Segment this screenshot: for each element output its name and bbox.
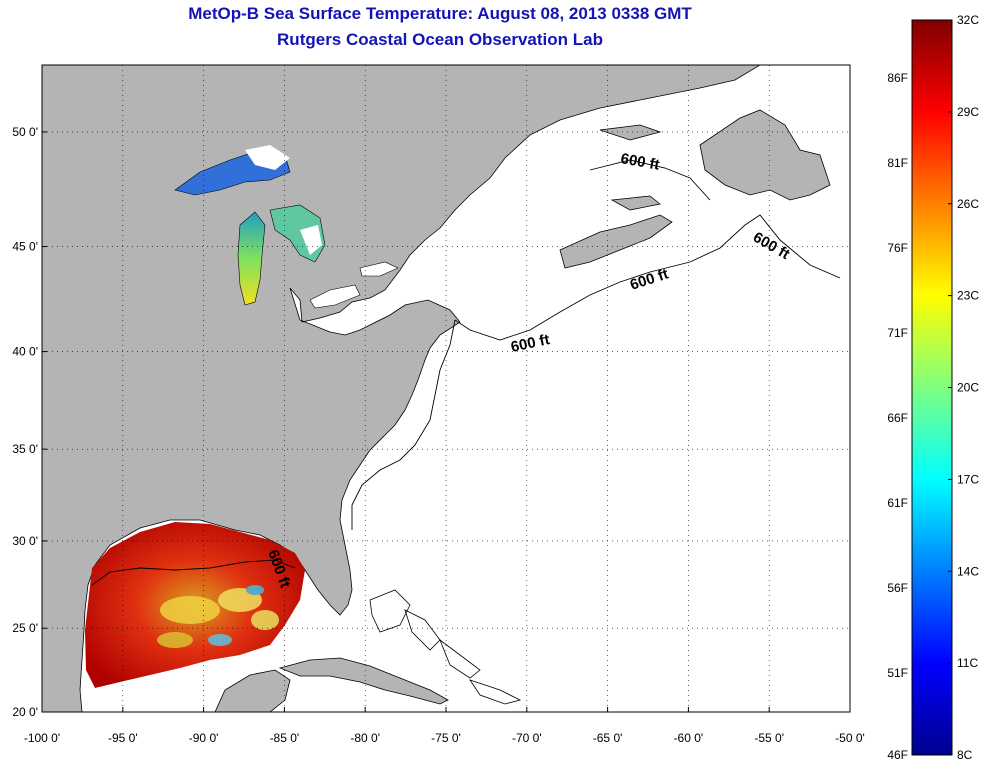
longitude-labels: -100 0' -95 0' -90 0' -85 0' -80 0' -75 0' -70… <box>24 731 865 745</box>
latitude-tick-label: 40 0' <box>12 345 38 359</box>
colorbar-fahrenheit-label: 51F <box>887 666 908 680</box>
lake-ontario <box>359 261 399 277</box>
colorbar-fahrenheit-label: 81F <box>887 156 908 170</box>
longitude-tick-label: -50 0' <box>835 731 865 745</box>
isobath-label-1: 600 ft <box>619 150 661 174</box>
colorbar-celsius-label: 23C <box>957 289 979 303</box>
latitude-tick-label: 30 0' <box>12 534 38 548</box>
longitude-tick-label: -95 0' <box>108 731 138 745</box>
colorbar-celsius-label: 17C <box>957 472 979 486</box>
latitude-labels: 50 0' 45 0' 40 0' 35 0' 30 0' 25 0' 20 0' <box>12 125 38 719</box>
colorbar-celsius-label: 8C <box>957 748 973 762</box>
lake-erie <box>309 284 361 309</box>
longitude-tick-label: -75 0' <box>431 731 461 745</box>
lake-michigan <box>237 211 266 306</box>
isobath-600ft <box>91 159 841 586</box>
longitude-tick-label: -65 0' <box>593 731 623 745</box>
colorbar-fahrenheit-label: 61F <box>887 496 908 510</box>
colorbar-fahrenheit-label: 66F <box>887 411 908 425</box>
longitude-tick-label: -80 0' <box>350 731 380 745</box>
longitude-tick-label: -85 0' <box>270 731 300 745</box>
colorbar-celsius-label: 32C <box>957 13 979 27</box>
latitude-tick-label: 20 0' <box>12 705 38 719</box>
map-frame <box>41 64 851 713</box>
longitude-tick-label: -90 0' <box>189 731 219 745</box>
colorbar-fahrenheit-label: 56F <box>887 581 908 595</box>
latitude-tick-label: 25 0' <box>12 621 38 635</box>
colorbar-labels: 32C 29C 26C 23C 20C 17C 14C 11C 8C 86F 81F 76F 71F 66… <box>887 13 979 762</box>
colorbar-fahrenheit-label: 76F <box>887 241 908 255</box>
colorbar-celsius-label: 20C <box>957 381 979 395</box>
latitude-tick-label: 35 0' <box>12 442 38 456</box>
colorbar-fahrenheit-label: 46F <box>887 748 908 762</box>
map-title: MetOp-B Sea Surface Temperature: August … <box>188 4 692 23</box>
latitude-tick-label: 50 0' <box>12 125 38 139</box>
lake-huron-cloud <box>300 225 322 255</box>
colorbar <box>911 19 953 756</box>
gulf-sst-patches <box>157 585 279 648</box>
colorbar-celsius-label: 14C <box>957 564 979 578</box>
map-subtitle: Rutgers Coastal Ocean Observation Lab <box>277 30 603 49</box>
lake-superior-cloud <box>245 145 290 170</box>
newfoundland-land <box>699 109 831 201</box>
yucatan-land <box>214 669 291 712</box>
north-america-land <box>42 65 761 712</box>
latitude-tick-label: 45 0' <box>12 240 38 254</box>
colorbar-celsius-label: 26C <box>957 197 979 211</box>
longitude-tick-label: -55 0' <box>754 731 784 745</box>
colorbar-fahrenheit-label: 71F <box>887 326 908 340</box>
longitude-tick-label: -70 0' <box>512 731 542 745</box>
anticosti-land <box>599 124 662 141</box>
pei-land <box>610 195 661 211</box>
longitude-tick-label: -60 0' <box>674 731 704 745</box>
colorbar-celsius-label: 11C <box>957 656 978 670</box>
colorbar-celsius-label: 29C <box>957 105 979 119</box>
longitude-tick-label: -100 0' <box>24 731 60 745</box>
cuba-land <box>278 657 449 705</box>
bahamas-outline <box>369 589 522 705</box>
colorbar-fahrenheit-label: 86F <box>887 71 908 85</box>
nova-scotia-land <box>559 214 673 269</box>
